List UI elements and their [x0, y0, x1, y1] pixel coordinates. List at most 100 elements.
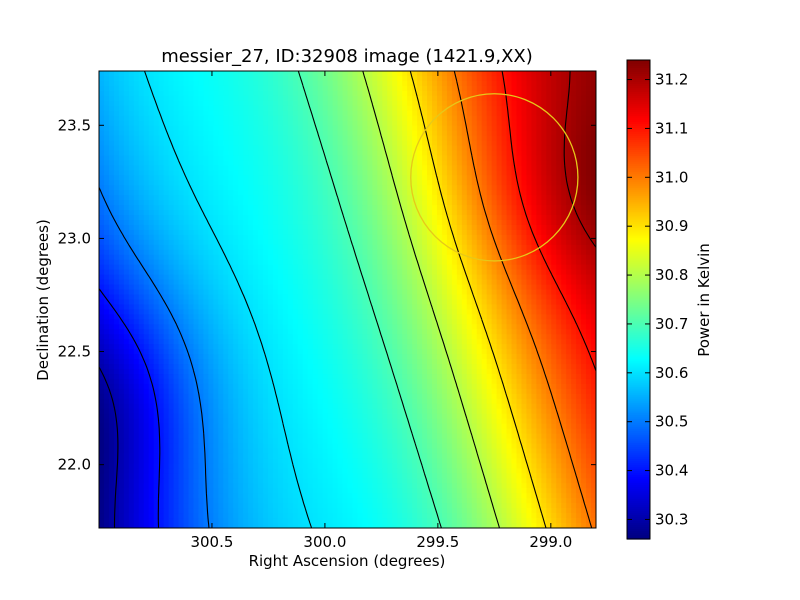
heatmap-cell — [128, 85, 135, 92]
heatmap-cell — [118, 289, 125, 296]
heatmap-cell — [461, 279, 468, 286]
heatmap-cell — [233, 110, 239, 117]
heatmap-cell — [402, 289, 408, 296]
heatmap-cell — [248, 100, 254, 107]
heatmap-cell — [287, 279, 294, 286]
heatmap-cell — [327, 95, 334, 102]
heatmap-cell — [183, 90, 190, 97]
heatmap-cell — [337, 80, 344, 87]
heatmap-cell — [436, 165, 443, 171]
heatmap-cell — [208, 130, 214, 137]
heatmap-cell — [287, 180, 294, 186]
heatmap-cell — [427, 140, 433, 147]
heatmap-cell — [253, 224, 259, 231]
heatmap-cell — [178, 284, 185, 291]
heatmap-cell — [556, 90, 562, 97]
heatmap-cell — [471, 180, 478, 186]
heatmap-cell — [377, 170, 383, 176]
heatmap-cell — [302, 269, 309, 276]
heatmap-cell — [476, 180, 483, 186]
heatmap-cell — [302, 175, 309, 181]
heatmap-cell — [466, 115, 473, 122]
heatmap-cell — [456, 155, 463, 162]
heatmap-cell — [213, 75, 219, 82]
heatmap-cell — [228, 200, 234, 206]
heatmap-cell — [108, 150, 115, 157]
heatmap-cell — [158, 165, 165, 171]
heatmap-cell — [466, 145, 473, 152]
heatmap-cell — [427, 200, 433, 206]
heatmap-cell — [193, 125, 199, 132]
heatmap-cell — [347, 120, 354, 127]
heatmap-cell — [312, 294, 319, 301]
heatmap-cell — [277, 100, 284, 107]
heatmap-cell — [193, 145, 199, 152]
heatmap-cell — [253, 289, 259, 296]
heatmap-cell — [392, 224, 398, 231]
heatmap-cell — [287, 165, 294, 171]
heatmap-cell — [218, 165, 224, 171]
heatmap-cell — [446, 105, 453, 112]
heatmap-cell — [218, 135, 224, 142]
heatmap-cell — [496, 100, 503, 107]
heatmap-cell — [431, 110, 438, 117]
heatmap-cell — [451, 150, 458, 157]
heatmap-cell — [148, 195, 155, 201]
heatmap-cell — [168, 309, 175, 315]
heatmap-cell — [138, 294, 145, 301]
heatmap-cell — [561, 90, 567, 97]
heatmap-cell — [233, 229, 239, 236]
heatmap-cell — [412, 155, 418, 162]
heatmap-cell — [223, 279, 229, 286]
heatmap-cell — [263, 289, 269, 296]
heatmap-cell — [586, 165, 592, 171]
heatmap-cell — [173, 90, 180, 97]
heatmap-cell — [113, 210, 120, 216]
heatmap-cell — [516, 234, 523, 241]
heatmap-cell — [446, 269, 453, 276]
heatmap-cell — [168, 100, 175, 107]
heatmap-cell — [461, 170, 468, 176]
heatmap-cell — [352, 284, 359, 291]
heatmap-cell — [272, 185, 279, 191]
heatmap-cell — [198, 210, 204, 216]
heatmap-cell — [188, 155, 195, 162]
heatmap-cell — [198, 95, 204, 102]
heatmap-cell — [521, 185, 528, 191]
heatmap-cell — [138, 195, 145, 201]
heatmap-cell — [526, 294, 532, 301]
heatmap-cell — [591, 205, 596, 211]
heatmap-cell — [536, 269, 542, 276]
heatmap-cell — [307, 80, 314, 87]
heatmap-cell — [466, 190, 473, 196]
heatmap-cell — [541, 90, 547, 97]
heatmap-cell — [466, 80, 473, 87]
heatmap-cell — [203, 185, 209, 191]
heatmap-cell — [392, 165, 398, 171]
heatmap-cell — [248, 150, 254, 157]
heatmap-cell — [103, 95, 110, 102]
heatmap-cell — [382, 279, 388, 286]
heatmap-cell — [496, 195, 503, 201]
heatmap-cell — [387, 110, 393, 117]
heatmap-cell — [387, 244, 393, 251]
heatmap-cell — [397, 100, 403, 107]
heatmap-cell — [143, 259, 150, 266]
heatmap-cell — [99, 165, 105, 171]
heatmap-cell — [307, 244, 314, 251]
heatmap-cell — [566, 100, 572, 107]
heatmap-cell — [536, 135, 542, 142]
heatmap-cell — [536, 239, 542, 246]
heatmap-cell — [99, 249, 105, 256]
heatmap-cell — [422, 175, 428, 181]
heatmap-cell — [531, 274, 537, 281]
heatmap-cell — [218, 170, 224, 176]
heatmap-cell — [382, 210, 388, 216]
heatmap-cell — [516, 190, 523, 196]
heatmap-cell — [367, 220, 373, 226]
heatmap-cell — [312, 130, 319, 137]
heatmap-cell — [198, 130, 204, 137]
heatmap-cell — [263, 220, 269, 226]
heatmap-cell — [407, 115, 413, 122]
heatmap-cell — [99, 85, 105, 92]
